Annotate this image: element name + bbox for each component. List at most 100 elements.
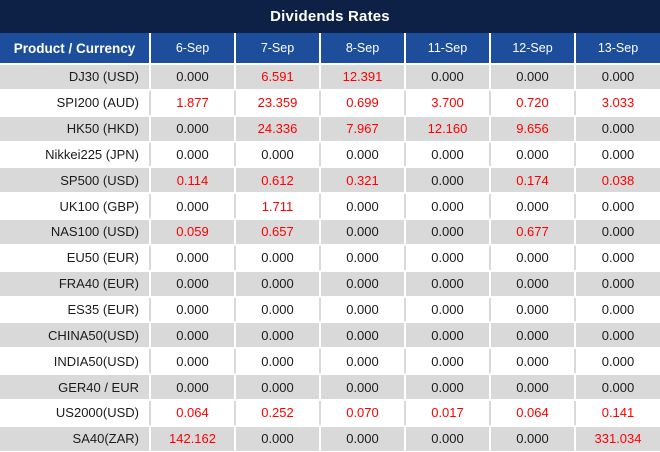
dividend-value-cell: 0.000 (319, 193, 405, 221)
dividend-value-cell: 0.064 (149, 399, 235, 427)
product-label-cell: CHINA50(USD) (0, 322, 150, 350)
dividend-value-cell: 0.000 (574, 244, 660, 272)
dividend-value-cell: 0.000 (149, 296, 235, 324)
dividend-value-cell: 0.174 (489, 167, 575, 195)
table-row: CHINA50(USD) 0.000 0.000 0.000 0.000 0.000 0.0… (0, 322, 660, 350)
table-row: DJ30 (USD) 0.000 6.591 12.391 0.000 0.000 0.00… (0, 64, 660, 91)
dividend-value-cell: 0.000 (574, 270, 660, 298)
dividend-value-cell: 0.000 (489, 296, 575, 324)
dividend-value-cell: 0.000 (574, 374, 660, 401)
table-row: UK100 (GBP) 0.000 1.711 0.000 0.000 0.000 0.00… (0, 193, 660, 221)
dividend-value-cell: 142.162 (149, 425, 235, 452)
product-label-cell: INDIA50(USD) (0, 348, 150, 376)
dividend-value-cell: 0.000 (234, 374, 320, 401)
dividend-value-cell: 0.657 (234, 219, 320, 246)
dividend-value-cell: 0.000 (574, 219, 660, 246)
dividend-value-cell: 6.591 (234, 64, 320, 91)
dividend-value-cell: 0.000 (234, 244, 320, 272)
dividend-value-cell: 0.000 (319, 348, 405, 376)
dividend-value-cell: 0.000 (404, 64, 490, 91)
dividend-value-cell: 12.391 (319, 64, 405, 91)
dividend-value-cell: 23.359 (234, 89, 320, 117)
product-label-cell: Nikkei225 (JPN) (0, 141, 150, 169)
dividend-value-cell: 0.000 (489, 244, 575, 272)
dividend-value-cell: 0.000 (404, 296, 490, 324)
product-label-cell: GER40 / EUR (0, 374, 150, 401)
dividend-value-cell: 0.677 (489, 219, 575, 246)
dividend-value-cell: 12.160 (404, 115, 490, 143)
dividend-value-cell: 0.000 (489, 322, 575, 350)
dividend-value-cell: 0.000 (319, 425, 405, 452)
dividend-value-cell: 0.000 (574, 141, 660, 169)
dividend-value-cell: 0.612 (234, 167, 320, 195)
dividend-value-cell: 0.000 (489, 374, 575, 401)
dividend-value-cell: 0.000 (489, 64, 575, 91)
dividend-value-cell: 0.000 (234, 348, 320, 376)
dividend-value-cell: 0.000 (404, 244, 490, 272)
table-row: HK50 (HKD) 0.000 24.336 7.967 12.160 9.656 0.0… (0, 115, 660, 143)
table-row: US2000(USD) 0.064 0.252 0.070 0.017 0.064 0.14… (0, 399, 660, 427)
dividend-value-cell: 0.720 (489, 89, 575, 117)
dividend-value-cell: 0.000 (149, 244, 235, 272)
table-row: SPI200 (AUD) 1.877 23.359 0.699 3.700 0.720 3.… (0, 89, 660, 117)
dividend-value-cell: 0.000 (404, 270, 490, 298)
dividend-value-cell: 0.000 (404, 348, 490, 376)
column-header-date-4: 11-Sep (404, 33, 490, 65)
dividend-value-cell: 1.877 (149, 89, 235, 117)
dividend-value-cell: 0.000 (574, 296, 660, 324)
table-row: NAS100 (USD) 0.059 0.657 0.000 0.000 0.677 0.0… (0, 219, 660, 246)
product-label-cell: ES35 (EUR) (0, 296, 150, 324)
dividend-value-cell: 0.000 (234, 296, 320, 324)
page-title: Dividends Rates (270, 8, 390, 25)
table-row: ES35 (EUR) 0.000 0.000 0.000 0.000 0.000 0.000 (0, 296, 660, 324)
dividend-value-cell: 0.064 (489, 399, 575, 427)
dividend-value-cell: 0.000 (489, 425, 575, 452)
product-label-cell: DJ30 (USD) (0, 64, 150, 91)
table-row: SP500 (USD) 0.114 0.612 0.321 0.000 0.174 0.03… (0, 167, 660, 195)
column-header-date-5: 12-Sep (489, 33, 575, 65)
dividend-value-cell: 24.336 (234, 115, 320, 143)
dividend-value-cell: 0.000 (489, 348, 575, 376)
dividend-value-cell: 0.000 (319, 296, 405, 324)
dividend-value-cell: 0.141 (574, 399, 660, 427)
product-label-cell: US2000(USD) (0, 399, 150, 427)
column-header-date-3: 8-Sep (319, 33, 405, 65)
table-row: INDIA50(USD) 0.000 0.000 0.000 0.000 0.000 0.0… (0, 348, 660, 376)
dividend-value-cell: 0.000 (149, 374, 235, 401)
dividend-value-cell: 0.000 (149, 141, 235, 169)
dividend-value-cell: 0.114 (149, 167, 235, 195)
dividend-value-cell: 0.000 (319, 322, 405, 350)
dividend-value-cell: 3.033 (574, 89, 660, 117)
dividend-value-cell: 0.000 (404, 374, 490, 401)
dividend-value-cell: 0.000 (149, 322, 235, 350)
dividend-value-cell: 0.070 (319, 399, 405, 427)
table-row: GER40 / EUR 0.000 0.000 0.000 0.000 0.000 0.00… (0, 374, 660, 401)
column-header-date-1: 6-Sep (149, 33, 235, 65)
product-label-cell: FRA40 (EUR) (0, 270, 150, 298)
dividend-value-cell: 0.000 (489, 193, 575, 221)
dividend-value-cell: 0.000 (149, 115, 235, 143)
dividend-value-cell: 0.000 (404, 167, 490, 195)
dividend-value-cell: 0.321 (319, 167, 405, 195)
product-label-cell: SP500 (USD) (0, 167, 150, 195)
product-label-cell: SPI200 (AUD) (0, 89, 150, 117)
column-header-date-2: 7-Sep (234, 33, 320, 65)
dividend-value-cell: 0.000 (574, 64, 660, 91)
dividend-value-cell: 9.656 (489, 115, 575, 143)
column-header-product-currency: Product / Currency (0, 33, 150, 65)
product-label-cell: HK50 (HKD) (0, 115, 150, 143)
dividend-value-cell: 0.000 (404, 322, 490, 350)
dividend-value-cell: 0.000 (319, 270, 405, 298)
dividend-value-cell: 0.000 (404, 219, 490, 246)
dividend-value-cell: 0.252 (234, 399, 320, 427)
dividend-value-cell: 0.000 (404, 193, 490, 221)
dividend-value-cell: 0.000 (149, 348, 235, 376)
dividend-value-cell: 0.000 (489, 270, 575, 298)
dividend-value-cell: 0.000 (149, 270, 235, 298)
dividend-value-cell: 0.000 (319, 374, 405, 401)
dividend-value-cell: 0.699 (319, 89, 405, 117)
dividend-value-cell: 0.000 (234, 322, 320, 350)
dividend-value-cell: 1.711 (234, 193, 320, 221)
dividend-value-cell: 0.000 (489, 141, 575, 169)
